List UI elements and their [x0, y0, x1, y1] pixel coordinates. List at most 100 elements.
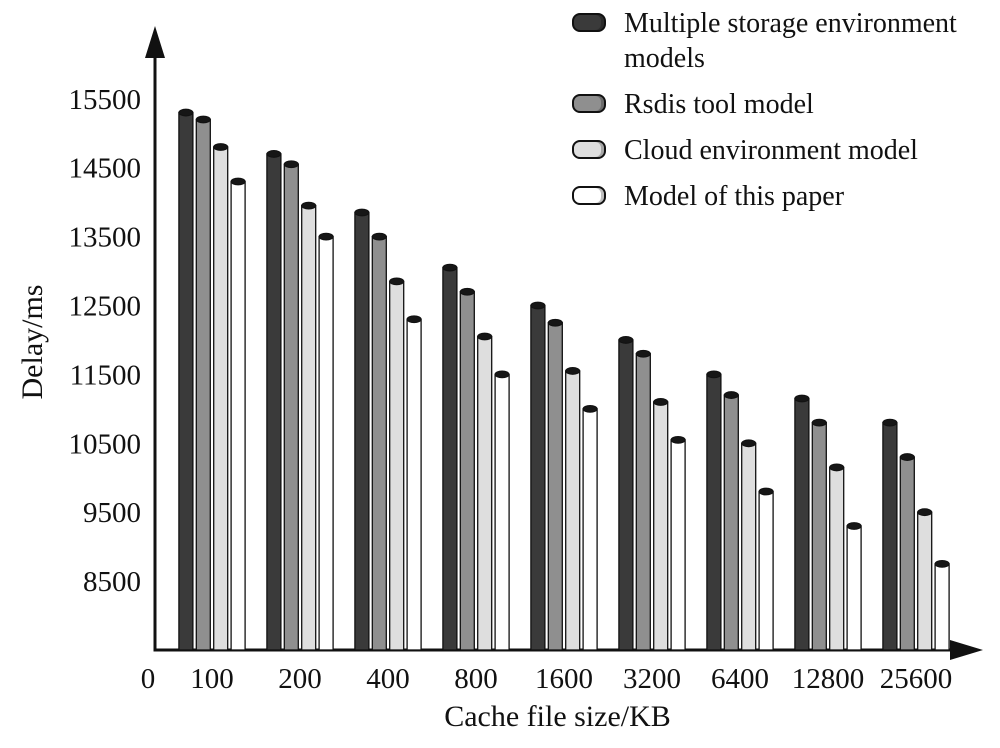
bar [811, 421, 827, 651]
legend-label: Rsdis tool model [624, 89, 814, 120]
bar [723, 394, 739, 651]
bar [653, 401, 669, 651]
bar-cap [178, 108, 194, 117]
legend-swatch [572, 13, 606, 32]
y-tick-label: 11500 [70, 359, 141, 391]
bar-cap [846, 522, 862, 530]
bar-cap [283, 160, 299, 169]
bar [846, 525, 862, 651]
x-tick-label: 25600 [880, 663, 953, 695]
legend-swatch [572, 140, 606, 159]
bar-cap [934, 559, 950, 568]
x-tick-label: 100 [190, 663, 234, 695]
bar-cap [635, 349, 651, 358]
y-axis-arrow [145, 26, 165, 58]
legend-swatch [572, 186, 606, 205]
bar [283, 163, 299, 651]
bar [371, 235, 387, 651]
bar-cap [230, 177, 246, 186]
legend-item: Rsdis tool model [572, 87, 996, 122]
bar [442, 266, 458, 651]
bar [565, 370, 581, 651]
legend-item: Model of this paper [572, 179, 996, 214]
bar-cap [389, 277, 405, 286]
y-tick-label: 15500 [69, 84, 142, 116]
bar [530, 304, 546, 651]
bar [829, 466, 845, 651]
y-axis-title: Delay/ms [16, 284, 49, 400]
y-tick-label: 14500 [69, 153, 142, 185]
legend-label: Model of this paper [624, 181, 845, 212]
bar-cap [547, 318, 563, 327]
bar [230, 180, 246, 651]
bar-cap [301, 201, 317, 210]
x-tick-label: 1600 [535, 663, 593, 695]
bar [934, 563, 950, 651]
bar [318, 235, 334, 651]
y-tick-label: 9500 [83, 497, 141, 529]
legend-item: Cloud environment model [572, 133, 996, 168]
y-tick-label: 12500 [69, 291, 142, 323]
bar [213, 146, 229, 651]
bar-cap [266, 150, 282, 158]
bar-cap [829, 463, 845, 472]
legend: Multiple storage environment models Rsdis… [572, 6, 996, 214]
legend-label: Cloud environment model [624, 135, 918, 166]
bar [917, 511, 933, 651]
bar-cap [459, 287, 475, 296]
bar-cap [477, 332, 493, 341]
bar [741, 442, 757, 651]
x-tick-label: 200 [278, 663, 322, 695]
bar-cap [565, 367, 581, 375]
y-tick-label: 13500 [69, 222, 142, 254]
y-tick-label: 8500 [83, 566, 141, 598]
bar [547, 322, 563, 651]
bar-cap [406, 315, 422, 324]
bar-cap [582, 404, 598, 413]
bar [670, 439, 686, 651]
bar-cap [882, 418, 898, 427]
bar-cap [653, 398, 669, 406]
bar [389, 280, 405, 651]
bar [406, 318, 422, 651]
bar-cap [811, 418, 827, 427]
x-axis-arrow [950, 640, 983, 660]
x-origin-label: 0 [141, 663, 156, 695]
bar-cap [354, 208, 370, 217]
bar-cap [213, 143, 229, 151]
bar [582, 408, 598, 651]
x-tick-label: 3200 [623, 663, 681, 695]
bar-cap [318, 232, 334, 241]
x-axis-title: Cache file size/KB [444, 700, 671, 733]
bar-cap [618, 336, 634, 344]
bar [178, 111, 194, 651]
bar-cap [741, 439, 757, 448]
bar [354, 211, 370, 651]
bar [477, 335, 493, 651]
bar [794, 397, 810, 651]
bar [494, 373, 510, 651]
bar-cap [917, 508, 933, 517]
bar [266, 153, 282, 651]
bar-cap [706, 370, 722, 379]
bar [706, 373, 722, 651]
x-tick-label: 800 [454, 663, 498, 695]
bar [899, 456, 915, 651]
x-tick-label: 6400 [711, 663, 769, 695]
bar [882, 421, 898, 651]
x-tick-label: 400 [366, 663, 410, 695]
bar-cap [442, 263, 458, 272]
legend-label: Multiple storage environment models [624, 8, 957, 74]
bar-cap [494, 370, 510, 379]
bar-cap [723, 391, 739, 399]
legend-item: Multiple storage environment models [572, 6, 996, 76]
bar-cap [758, 487, 774, 496]
bar-cap [899, 453, 915, 461]
bar-cap [195, 115, 211, 124]
bar [618, 339, 634, 651]
bar-cap [794, 394, 810, 403]
bar [635, 353, 651, 651]
y-tick-label: 10500 [69, 428, 142, 460]
